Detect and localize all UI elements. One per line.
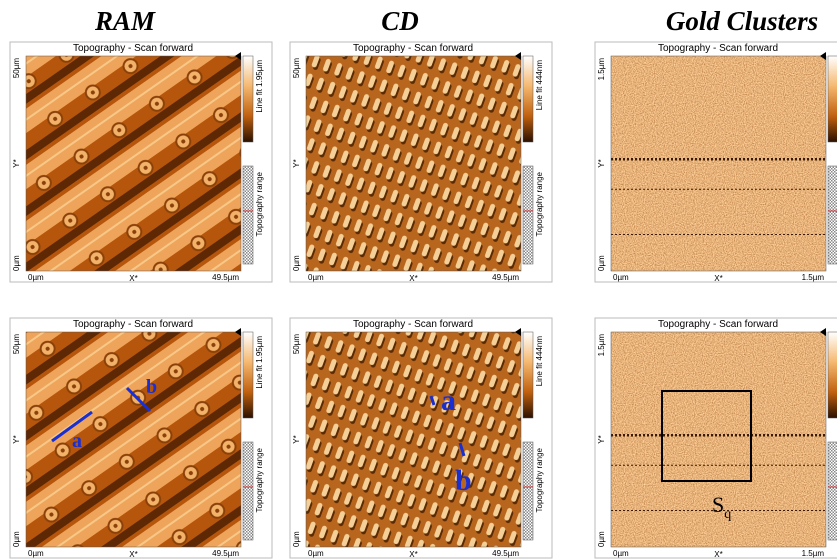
x-label-left: 0µm <box>28 549 44 558</box>
y-label-bottom: 0µm <box>12 531 21 547</box>
panel-header: Topography - Scan forward <box>658 319 778 330</box>
sq-main: S <box>712 492 724 517</box>
afm-image <box>26 56 241 271</box>
column-title: CD <box>381 6 419 36</box>
afm-image <box>306 56 521 271</box>
colorbar-label: Line fit 1.95µm <box>255 336 264 389</box>
y-label-bottom: 0µm <box>292 531 301 547</box>
y-label-top: 50µm <box>292 334 301 355</box>
x-label-left: 0µm <box>28 273 44 282</box>
column-title: RAM <box>94 6 156 36</box>
colorbar <box>523 332 533 418</box>
x-label-mid: X* <box>714 550 722 559</box>
afm-panel: Topography - Scan forward 50µm Y* 0µm 0µm X* 4… <box>290 42 552 283</box>
range-label: Topography range <box>255 171 264 236</box>
annotation-label: a <box>441 384 456 417</box>
colorbar <box>243 56 253 142</box>
x-label-right: 1.5µm <box>802 273 825 282</box>
x-label-mid: X* <box>129 274 137 283</box>
x-label-mid: X* <box>409 550 417 559</box>
figure: RAM CD Gold Clusters Topography - Scan forw… <box>0 0 837 559</box>
colorbar <box>828 332 837 418</box>
x-label-right: 49.5µm <box>492 273 519 282</box>
annotation-label: b <box>146 376 157 398</box>
y-label-bottom: 0µm <box>12 255 21 271</box>
x-label-left: 0µm <box>613 273 629 282</box>
afm-panel: Topography - Scan forward 1.5µm Y* 0µm 0µm X*… <box>595 318 837 559</box>
x-label-left: 0µm <box>308 549 324 558</box>
y-label-mid: Y* <box>292 435 301 443</box>
y-label-top: 50µm <box>12 58 21 79</box>
range-bar <box>243 166 253 264</box>
x-label-right: 1.5µm <box>802 549 825 558</box>
y-label-bottom: 0µm <box>597 531 606 547</box>
x-label-right: 49.5µm <box>212 549 239 558</box>
range-label: Topography range <box>535 171 544 236</box>
x-label-left: 0µm <box>613 549 629 558</box>
afm-image <box>306 332 521 547</box>
column-title: Gold Clusters <box>666 6 818 36</box>
x-label-mid: X* <box>129 550 137 559</box>
x-label-right: 49.5µm <box>492 549 519 558</box>
panel-header: Topography - Scan forward <box>353 319 473 330</box>
y-label-mid: Y* <box>597 159 606 167</box>
x-label-left: 0µm <box>308 273 324 282</box>
afm-image <box>26 332 241 547</box>
x-label-right: 49.5µm <box>212 273 239 282</box>
x-label-mid: X* <box>714 274 722 283</box>
y-label-mid: Y* <box>597 435 606 443</box>
colorbar <box>523 56 533 142</box>
y-label-mid: Y* <box>12 159 21 167</box>
y-label-bottom: 0µm <box>292 255 301 271</box>
range-bar <box>523 442 533 540</box>
range-label: Topography range <box>535 447 544 512</box>
colorbar-label: Line fit 444nm <box>535 60 544 111</box>
range-bar <box>523 166 533 264</box>
y-label-top: 1.5µm <box>597 334 606 357</box>
panel-header: Topography - Scan forward <box>73 43 193 54</box>
colorbar-label: Line fit 444nm <box>535 336 544 387</box>
panel-header: Topography - Scan forward <box>73 319 193 330</box>
colorbar-label: Line fit 1.95µm <box>255 60 264 113</box>
panel-header: Topography - Scan forward <box>353 43 473 54</box>
afm-panel: Topography - Scan forward 1.5µm Y* 0µm 0µm X*… <box>595 42 837 283</box>
x-label-mid: X* <box>409 274 417 283</box>
panel-header: Topography - Scan forward <box>658 43 778 54</box>
y-label-bottom: 0µm <box>597 255 606 271</box>
sq-sub: q <box>724 507 731 522</box>
y-label-top: 1.5µm <box>597 58 606 81</box>
afm-panel: Topography - Scan forward 50µm Y* 0µm 0µm X* 4… <box>10 318 272 559</box>
colorbar <box>828 56 837 142</box>
y-label-top: 50µm <box>12 334 21 355</box>
colorbar <box>243 332 253 418</box>
y-label-mid: Y* <box>292 159 301 167</box>
afm-image <box>611 56 826 271</box>
range-bar <box>828 166 837 264</box>
range-bar <box>243 442 253 540</box>
afm-panel: Topography - Scan forward 50µm Y* 0µm 0µm X* 4… <box>10 42 272 283</box>
afm-panel: Topography - Scan forward 50µm Y* 0µm 0µm X* 4… <box>290 318 552 559</box>
y-label-top: 50µm <box>292 58 301 79</box>
y-label-mid: Y* <box>12 435 21 443</box>
annotation-label: b <box>455 464 472 497</box>
range-label: Topography range <box>255 447 264 512</box>
annotation-label: a <box>72 430 82 452</box>
range-bar <box>828 442 837 540</box>
